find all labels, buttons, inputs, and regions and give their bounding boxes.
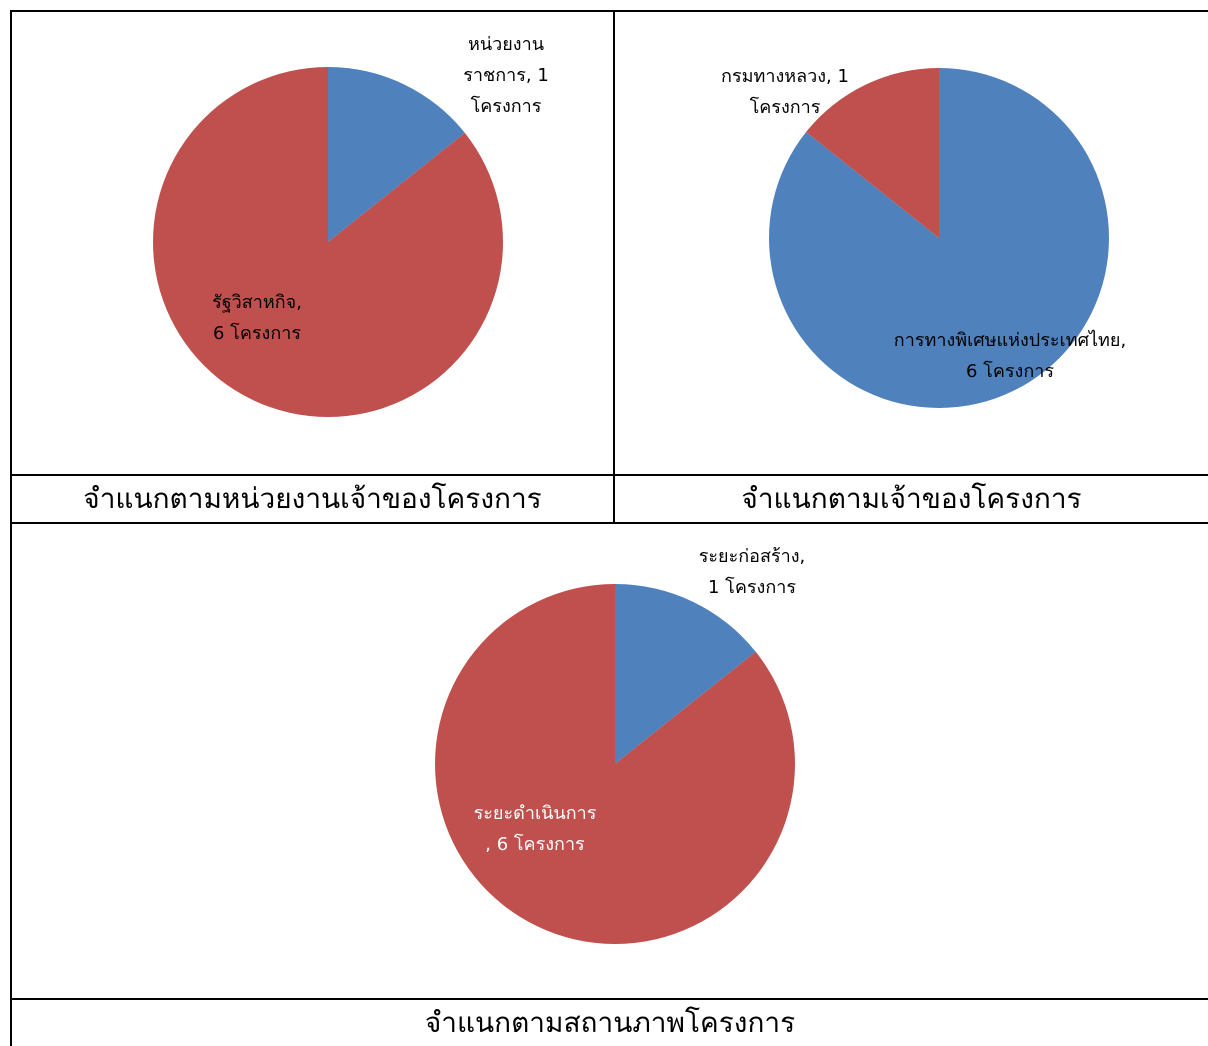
table-border-left <box>10 10 12 1046</box>
data-label-operation-phase: ระยะดำเนินการ, 6 โครงการ <box>474 803 597 855</box>
slice-operation-phase <box>435 584 795 945</box>
table-border-row3 <box>10 998 1208 1000</box>
data-label-state-enterprise: รัฐวิสาหกิจ, 6 โครงการ <box>212 292 302 344</box>
table-border-row1 <box>10 474 1208 476</box>
table-border-row2 <box>10 522 1208 524</box>
caption-by-agency: จำแนกตามหน่วยงานเจ้าของโครงการ <box>83 482 542 515</box>
slice-government-agency <box>328 67 465 242</box>
data-label-construction-phase: ระยะก่อสร้าง, 1 โครงการ <box>699 546 806 598</box>
data-label-department-of-highways: กรมทางหลวง, 1 โครงการ <box>721 66 849 118</box>
slice-department-of-highways <box>806 68 939 238</box>
table-border-middle-vertical <box>613 10 615 523</box>
slice-state-enterprise <box>153 67 504 417</box>
data-label-expressway-authority: การทางพิเศษแห่งประเทศไทย, 6 โครงการ <box>894 329 1126 382</box>
caption-by-status: จำแนกตามสถานภาพโครงการ <box>424 1006 796 1039</box>
caption-by-owner: จำแนกตามเจ้าของโครงการ <box>741 482 1082 515</box>
data-label-government-agency: หน่วยงานราชการ, 1 โครงการ <box>463 34 549 117</box>
table-border-top <box>10 10 1208 12</box>
slice-construction-phase <box>615 584 756 764</box>
